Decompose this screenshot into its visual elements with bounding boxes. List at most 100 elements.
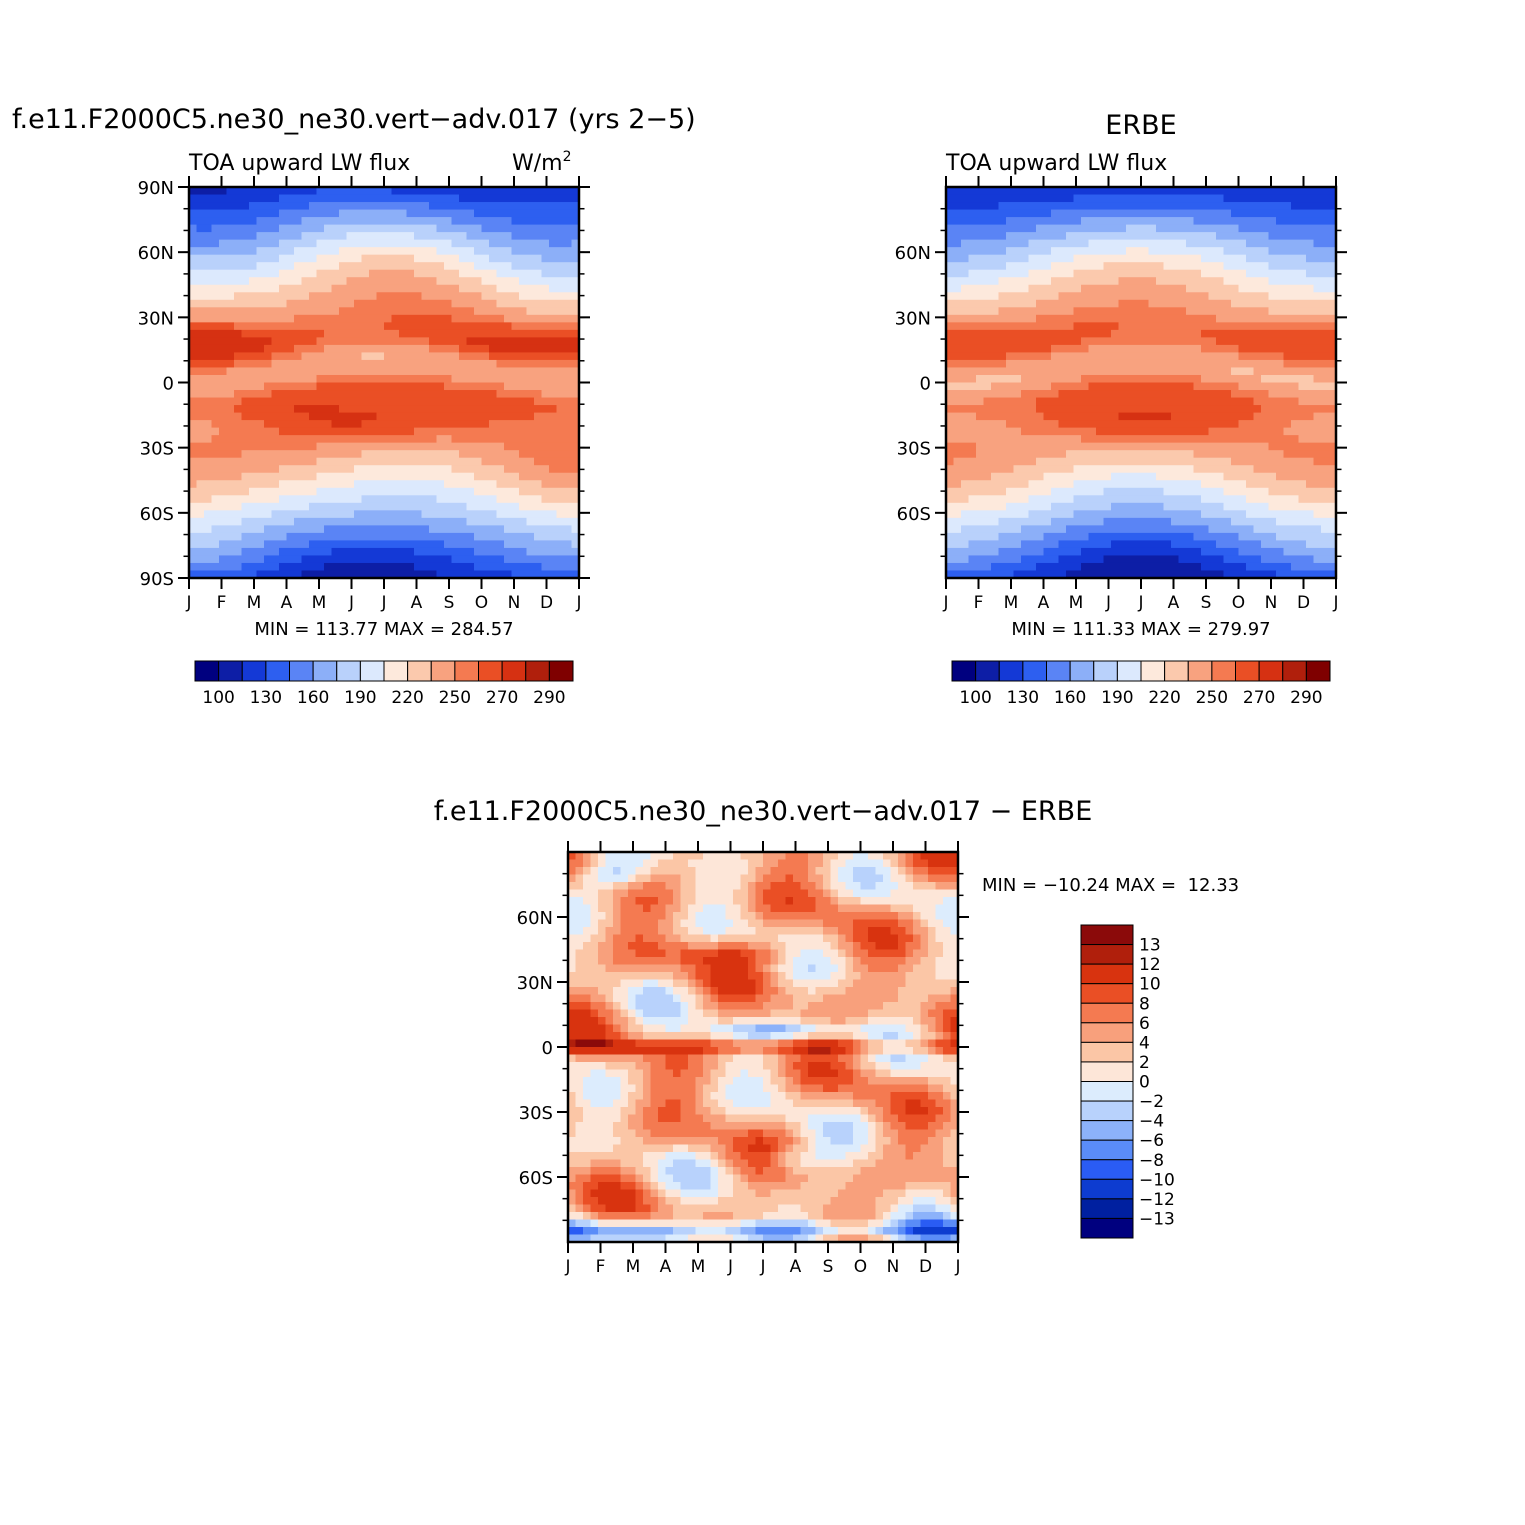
heatmap-cell — [346, 194, 355, 203]
heatmap-cell — [504, 194, 513, 203]
heatmap-cell — [474, 435, 483, 444]
heatmap-cell — [1073, 420, 1082, 429]
heatmap-cell — [219, 187, 228, 196]
heatmap-cell — [1066, 239, 1075, 248]
heatmap-cell — [1133, 292, 1142, 301]
heatmap-cell — [429, 239, 438, 248]
heatmap-cell — [998, 435, 1007, 444]
heatmap-cell — [271, 209, 280, 218]
heatmap-cell — [1096, 487, 1105, 496]
heatmap-cell — [1238, 540, 1247, 549]
heatmap-cell — [511, 382, 520, 391]
heatmap-cell — [376, 232, 385, 241]
heatmap-cell — [1253, 314, 1262, 323]
heatmap-cell — [1216, 555, 1225, 564]
heatmap-cell — [316, 465, 325, 474]
heatmap-cell — [1216, 224, 1225, 233]
heatmap-cell — [564, 344, 573, 354]
heatmap-cell — [1081, 307, 1090, 316]
heatmap-cell — [294, 525, 303, 534]
heatmap-cell — [1163, 329, 1172, 338]
heatmap-cell — [219, 322, 228, 331]
heatmap-cell — [249, 480, 258, 489]
heatmap-cell — [301, 269, 310, 278]
heatmap-cell — [564, 209, 573, 218]
heatmap-cell — [1141, 502, 1150, 511]
heatmap-cell — [279, 254, 288, 263]
heatmap-cell — [391, 442, 400, 451]
heatmap-cell — [204, 405, 213, 414]
heatmap-cell — [316, 405, 325, 414]
heatmap-cell — [1088, 209, 1097, 218]
heatmap-cell — [1111, 329, 1120, 338]
heatmap-cell — [354, 239, 363, 248]
heatmap-cell — [511, 495, 520, 504]
heatmap-cell — [204, 187, 213, 196]
heatmap-cell — [946, 224, 955, 233]
heatmap-cell — [279, 374, 288, 384]
heatmap-cell — [354, 217, 363, 226]
heatmap-cell — [489, 239, 498, 248]
heatmap-cell — [324, 352, 333, 361]
heatmap-cell — [1201, 299, 1210, 308]
heatmap-cell — [481, 202, 490, 211]
heatmap-cell — [519, 405, 528, 414]
heatmap-cell — [196, 232, 205, 241]
heatmap-cell — [976, 209, 985, 218]
heatmap-cell — [1043, 502, 1052, 511]
heatmap-cell — [564, 495, 573, 504]
heatmap-cell — [1096, 277, 1105, 286]
heatmap-cell — [1163, 344, 1172, 354]
heatmap-cell — [991, 262, 1000, 271]
heatmap-cell — [1043, 412, 1052, 421]
heatmap-cell — [1096, 217, 1105, 226]
heatmap-cell — [421, 502, 430, 511]
heatmap-cell — [451, 254, 460, 263]
heatmap-cell — [211, 547, 220, 557]
heatmap-cell — [998, 194, 1007, 203]
heatmap-cell — [556, 374, 565, 384]
heatmap-cell — [1171, 555, 1180, 564]
heatmap-cell — [196, 390, 205, 399]
heatmap-cell — [1096, 367, 1105, 376]
heatmap-cell — [991, 570, 1000, 579]
heatmap-cell — [1006, 247, 1015, 256]
heatmap-cell — [991, 397, 1000, 406]
heatmap-cell — [234, 239, 243, 248]
heatmap-cell — [489, 532, 498, 541]
heatmap-cell — [961, 359, 970, 369]
heatmap-cell — [189, 322, 198, 331]
heatmap-cell — [196, 382, 205, 391]
heatmap-cell — [361, 322, 370, 331]
heatmap-cell — [429, 495, 438, 504]
heatmap-cell — [968, 269, 977, 278]
heatmap-cell — [376, 352, 385, 361]
heatmap-cell — [354, 510, 363, 519]
heatmap-cell — [264, 352, 273, 361]
heatmap-cell — [1201, 194, 1210, 203]
heatmap-cell — [961, 299, 970, 308]
heatmap-cell — [189, 367, 198, 376]
heatmap-cell — [1231, 487, 1240, 496]
heatmap-cell — [1103, 367, 1112, 376]
heatmap-cell — [226, 517, 235, 526]
heatmap-cell — [1141, 254, 1150, 263]
heatmap-cell — [466, 435, 475, 444]
heatmap-cell — [294, 194, 303, 203]
heatmap-cell — [571, 502, 580, 511]
heatmap-cell — [436, 277, 445, 286]
heatmap-cell — [541, 397, 550, 406]
heatmap-cell — [376, 487, 385, 496]
heatmap-cell — [1088, 465, 1097, 474]
heatmap-cell — [946, 405, 955, 414]
heatmap-cell — [1006, 374, 1015, 384]
heatmap-cell — [534, 187, 543, 196]
heatmap-cell — [571, 202, 580, 211]
heatmap-cell — [1036, 487, 1045, 496]
heatmap-cell — [481, 457, 490, 466]
heatmap-cell — [376, 239, 385, 248]
heatmap-cell — [264, 442, 273, 451]
heatmap-cell — [946, 314, 955, 323]
heatmap-cell — [1051, 547, 1060, 557]
heatmap-cell — [429, 344, 438, 354]
